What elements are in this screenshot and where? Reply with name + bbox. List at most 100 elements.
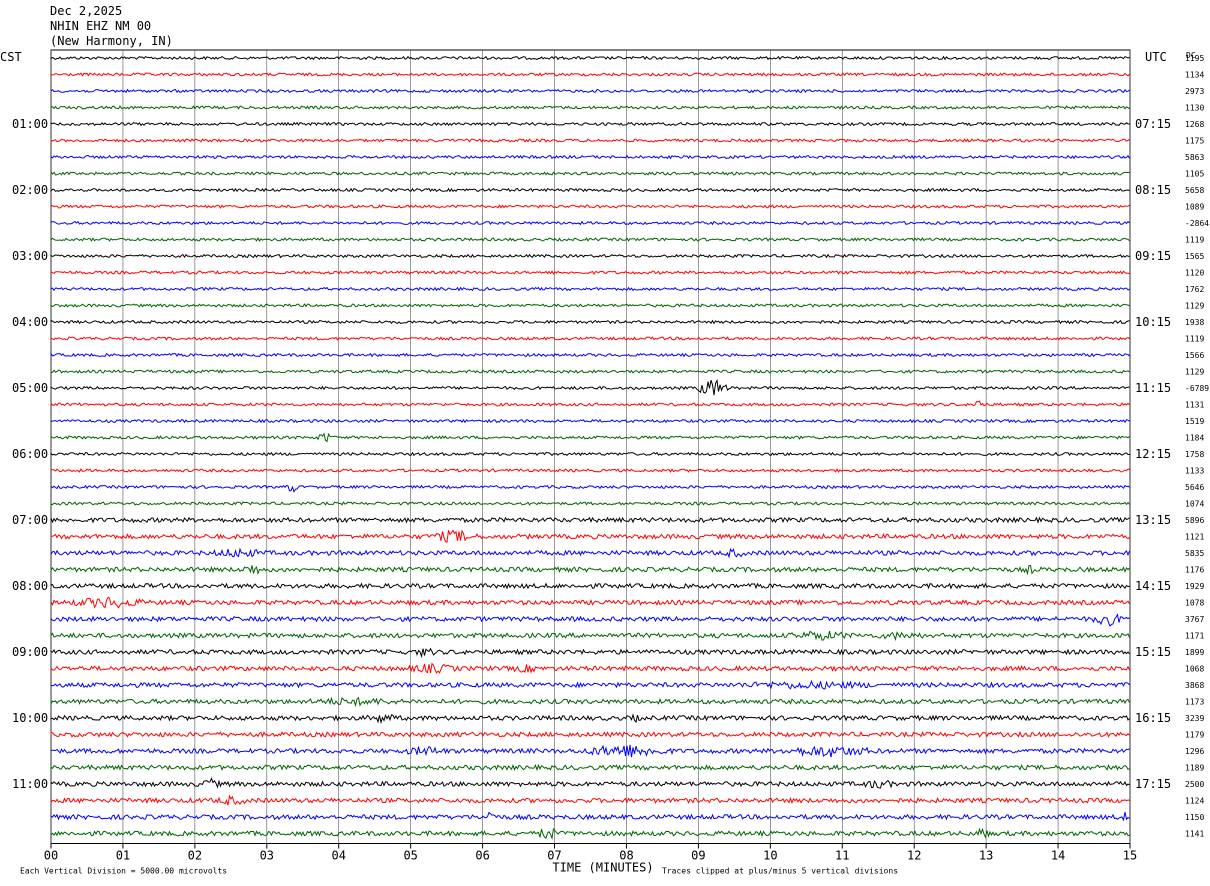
trace-line xyxy=(50,72,1130,77)
trace-line xyxy=(50,270,1130,275)
trace-line xyxy=(50,253,1130,259)
station-label: NHIN EHZ NM 00 xyxy=(50,19,152,33)
date-label: Dec 2,2025 xyxy=(50,4,123,18)
dc-offset-label: 1105 xyxy=(1185,170,1204,179)
dc-offset-label: 1179 xyxy=(1185,731,1204,740)
dc-offset-label: 1124 xyxy=(1185,797,1204,806)
dc-offset-label: 2500 xyxy=(1185,780,1204,789)
trace-line xyxy=(50,484,1130,493)
cst-hour-label: 03:00 xyxy=(12,249,48,263)
dc-offset-label: -2864 xyxy=(1185,219,1209,228)
x-tick-label: 11 xyxy=(835,849,849,863)
dc-offset-label: 5646 xyxy=(1185,483,1204,492)
x-tick-label: 06 xyxy=(475,849,489,863)
trace-line xyxy=(50,582,1130,590)
trace-line xyxy=(50,154,1130,160)
trace-line xyxy=(50,451,1130,457)
x-tick-label: 00 xyxy=(44,849,58,863)
trace-line xyxy=(50,319,1130,325)
x-tick-label: 03 xyxy=(260,849,274,863)
trace-line xyxy=(50,351,1130,358)
clip-footer: Traces clipped at plus/minus 5 vertical … xyxy=(662,867,898,876)
trace-line xyxy=(50,400,1130,407)
utc-hour-label: 10:15 xyxy=(1135,315,1171,329)
trace-line xyxy=(50,121,1130,127)
dc-offset-label: 1929 xyxy=(1185,582,1204,591)
trace-line xyxy=(50,696,1130,708)
dc-offset-label: 1566 xyxy=(1185,351,1204,360)
cst-hour-label: 01:00 xyxy=(12,117,48,131)
dc-offset-label: 1130 xyxy=(1185,104,1204,113)
dc-offset-label: 3767 xyxy=(1185,615,1204,624)
dc-offset-label: 5863 xyxy=(1185,153,1204,162)
dc-offset-label: 1129 xyxy=(1185,302,1204,311)
dc-offset-label: 1068 xyxy=(1185,665,1204,674)
trace-line xyxy=(50,88,1130,94)
trace-line xyxy=(50,55,1130,61)
cst-hour-label: 10:00 xyxy=(12,711,48,725)
x-tick-label: 07 xyxy=(547,849,561,863)
trace-line xyxy=(50,730,1130,738)
dc-offset-label: 1129 xyxy=(1185,368,1204,377)
trace-line xyxy=(50,418,1130,424)
utc-hour-label: 15:15 xyxy=(1135,645,1171,659)
trace-line xyxy=(50,613,1130,627)
trace-line xyxy=(50,596,1130,609)
trace-line xyxy=(50,187,1130,193)
dc-offset-label: 1176 xyxy=(1185,566,1204,575)
dc-offset-label: 1268 xyxy=(1185,120,1204,129)
dc-offset-label: 5896 xyxy=(1185,516,1204,525)
cst-hour-label: 04:00 xyxy=(12,315,48,329)
cst-label: CST xyxy=(0,50,22,64)
trace-line xyxy=(50,777,1130,789)
dc-offset-label: 1184 xyxy=(1185,434,1204,443)
trace-line xyxy=(50,679,1130,690)
utc-hour-label: 12:15 xyxy=(1135,447,1171,461)
x-tick-label: 12 xyxy=(907,849,921,863)
dc-offset-label: 3239 xyxy=(1185,714,1204,723)
trace-line xyxy=(50,564,1130,576)
dc-offset-label: 1133 xyxy=(1185,467,1204,476)
dc-header-label: DC xyxy=(1186,51,1196,60)
trace-line xyxy=(50,662,1130,674)
dc-offset-label: 1134 xyxy=(1185,71,1204,80)
cst-hour-label: 05:00 xyxy=(12,381,48,395)
dc-offset-label: 1120 xyxy=(1185,269,1204,278)
trace-line xyxy=(50,237,1130,242)
utc-hour-label: 09:15 xyxy=(1135,249,1171,263)
dc-offset-label: 1899 xyxy=(1185,648,1204,657)
trace-line xyxy=(50,529,1130,543)
trace-line xyxy=(50,105,1130,110)
dc-offset-label: 1173 xyxy=(1185,698,1204,707)
trace-line xyxy=(50,432,1130,443)
utc-hour-label: 16:15 xyxy=(1135,711,1171,725)
trace-line xyxy=(50,763,1130,772)
trace-line xyxy=(50,286,1130,292)
trace-line xyxy=(50,794,1130,806)
dc-offset-label: 1171 xyxy=(1185,632,1204,641)
x-tick-label: 01 xyxy=(116,849,130,863)
dc-offset-label: 1175 xyxy=(1185,137,1204,146)
trace-line xyxy=(50,468,1130,473)
dc-offset-label: 1074 xyxy=(1185,500,1204,509)
dc-offset-label: 5658 xyxy=(1185,186,1204,195)
trace-line xyxy=(50,204,1130,209)
x-tick-label: 13 xyxy=(979,849,993,863)
trace-line xyxy=(50,336,1130,341)
x-tick-label: 15 xyxy=(1123,849,1137,863)
x-tick-label: 10 xyxy=(763,849,777,863)
dc-offset-label: 1141 xyxy=(1185,830,1204,839)
x-axis-title: TIME (MINUTES) xyxy=(552,861,653,875)
dc-offset-label: 1938 xyxy=(1185,318,1204,327)
x-tick-label: 05 xyxy=(403,849,417,863)
cst-hour-label: 02:00 xyxy=(12,183,48,197)
trace-line xyxy=(50,547,1130,559)
utc-hour-label: 14:15 xyxy=(1135,579,1171,593)
plot-frame xyxy=(50,49,1131,844)
dc-offset-label: 1131 xyxy=(1185,401,1204,410)
dc-offset-label: 1762 xyxy=(1185,285,1204,294)
x-tick-label: 14 xyxy=(1051,849,1065,863)
utc-hour-label: 13:15 xyxy=(1135,513,1171,527)
dc-offset-label: 1150 xyxy=(1185,813,1204,822)
